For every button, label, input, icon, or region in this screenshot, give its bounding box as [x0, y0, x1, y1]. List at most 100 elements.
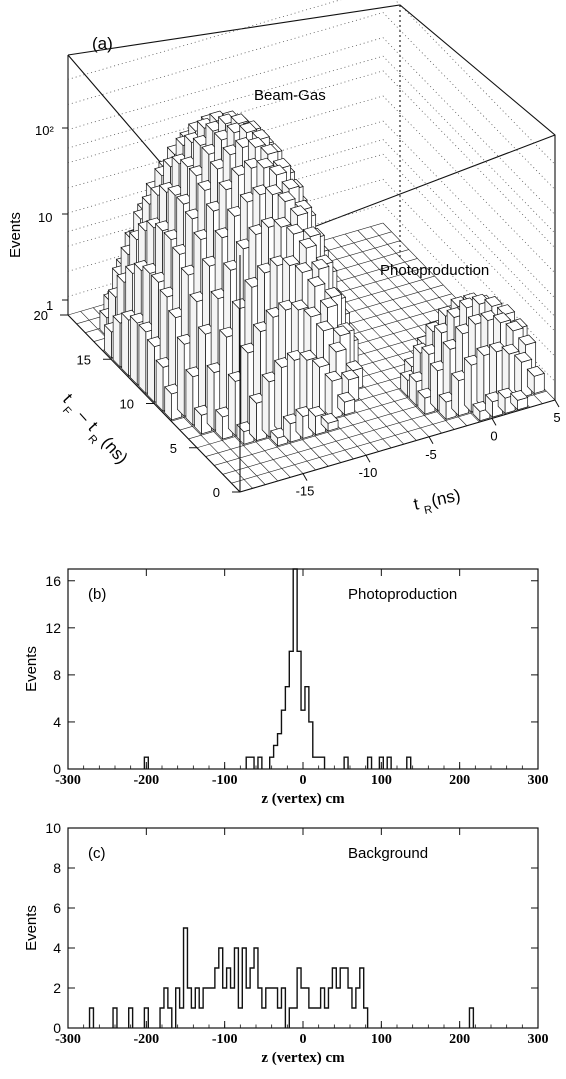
- bar-face-side: [176, 336, 185, 418]
- bar-face-top: [311, 356, 331, 368]
- histogram-bin: [258, 988, 262, 1028]
- bar-face-side: [274, 359, 282, 435]
- histogram-bin: [215, 968, 219, 1028]
- bar-face-top: [239, 122, 258, 134]
- bar-face-top: [281, 178, 300, 190]
- histogram-bin: [242, 948, 246, 1028]
- histogram-bin: [293, 569, 297, 769]
- histogram-bin: [223, 988, 227, 1028]
- histogram-bin: [270, 757, 274, 769]
- histogram-bin: [274, 745, 278, 769]
- y-tick-label: 16: [45, 573, 61, 589]
- histogram-bin: [281, 710, 285, 769]
- y-axis-label-t1: t: [59, 390, 76, 406]
- bar-face-top: [496, 304, 516, 316]
- z-tick-label: 10: [38, 210, 52, 225]
- x-tick-label: 300: [528, 1032, 549, 1047]
- x-tick-label: -100: [212, 1032, 238, 1047]
- histogram-bin: [184, 928, 188, 1028]
- wall-grid-line: [67, 55, 556, 234]
- tR-tick: [554, 399, 560, 408]
- panel-label: (c): [88, 845, 106, 862]
- y-tick-label: 12: [45, 620, 61, 636]
- bar-face-side: [112, 315, 121, 368]
- histogram-bin: [191, 1008, 195, 1028]
- bar-face-top: [230, 113, 249, 125]
- bar-face-side: [476, 347, 485, 410]
- wall-grid-line: [67, 95, 556, 274]
- y-tick-label: 0: [53, 1020, 61, 1036]
- bar-face-top: [277, 191, 296, 203]
- bar-face-top: [298, 237, 317, 249]
- z-axis: 1 10 10² Events: [7, 123, 68, 313]
- histogram-bin: [301, 988, 305, 1028]
- histogram-bin: [344, 968, 348, 1028]
- y-tick-label: 4: [53, 940, 61, 956]
- bar-face-side: [155, 359, 164, 412]
- bar-face-top: [505, 320, 524, 332]
- histogram-bin: [364, 1008, 368, 1028]
- histogram-bin: [250, 757, 254, 769]
- bar-face-top: [282, 255, 301, 267]
- tR-tick-label: 5: [553, 410, 560, 425]
- x-axis-tR: -15 -10 -5 0 5: [296, 399, 561, 499]
- histogram-bin: [332, 968, 336, 1028]
- tFtR-tick-label: 0: [213, 485, 220, 500]
- x-tick-label: -300: [55, 1032, 81, 1047]
- wall-grid-line: [67, 0, 556, 165]
- bar-face-top: [272, 157, 292, 169]
- tFtR-tick-label: 10: [120, 397, 134, 412]
- histogram-bin: [254, 948, 258, 1028]
- bar-face-side: [240, 345, 249, 433]
- histogram-bin: [321, 988, 325, 1028]
- histogram-bin: [180, 1008, 184, 1028]
- tR-tick: [491, 418, 497, 426]
- x-tick-label: -300: [55, 773, 81, 788]
- bar-face-top: [307, 405, 327, 417]
- x-axis-tR-label-sub: R: [423, 504, 433, 517]
- tFtR-tick-label: 20: [34, 308, 48, 323]
- bar-face-top: [307, 276, 326, 287]
- z-ticks: [62, 127, 68, 301]
- histogram-bin: [344, 757, 348, 769]
- bar-face-top: [294, 199, 313, 211]
- y-axis-label-t2: t: [84, 418, 101, 434]
- histogram-bin: [250, 968, 254, 1028]
- x-tick-label: -200: [133, 773, 159, 788]
- histogram-bin: [317, 1008, 321, 1028]
- annotation-photoproduction: Photoproduction: [380, 262, 489, 279]
- tR-tick-label: -10: [359, 465, 378, 480]
- histogram-bin: [289, 1008, 293, 1028]
- bar-face-side: [430, 362, 438, 412]
- bar-face-top: [324, 370, 343, 382]
- bar-face-top: [337, 391, 356, 403]
- histogram-bin: [144, 1008, 148, 1028]
- histogram-bin: [368, 757, 372, 769]
- y-tick-label: 8: [53, 667, 61, 683]
- bar-face-top: [294, 262, 313, 273]
- bar-3d: [526, 365, 545, 395]
- bar-face-top: [268, 164, 288, 176]
- wall-grid-line: [67, 12, 556, 190]
- panel-label: (b): [88, 586, 106, 603]
- histogram-bin: [309, 1008, 313, 1028]
- histogram-bin: [207, 988, 211, 1028]
- histogram-bin: [203, 988, 207, 1028]
- bar-face-top: [345, 360, 364, 372]
- histogram-bin: [113, 1008, 117, 1028]
- histogram-steps: [88, 927, 475, 1028]
- bar-face-top: [518, 334, 537, 346]
- histogram-bin: [168, 1008, 172, 1028]
- tR-tick: [428, 436, 434, 445]
- bar-face-top: [260, 143, 279, 155]
- histogram-steps: [143, 568, 412, 769]
- histogram-bin: [379, 757, 383, 769]
- histogram-bin: [246, 988, 250, 1028]
- bar-face-top: [302, 226, 321, 238]
- wall-grid-line: [67, 120, 556, 299]
- histogram-bin: [352, 1008, 356, 1028]
- bar-face-top: [311, 258, 330, 270]
- bar-face-top: [299, 349, 318, 361]
- bar-face-side: [206, 364, 215, 432]
